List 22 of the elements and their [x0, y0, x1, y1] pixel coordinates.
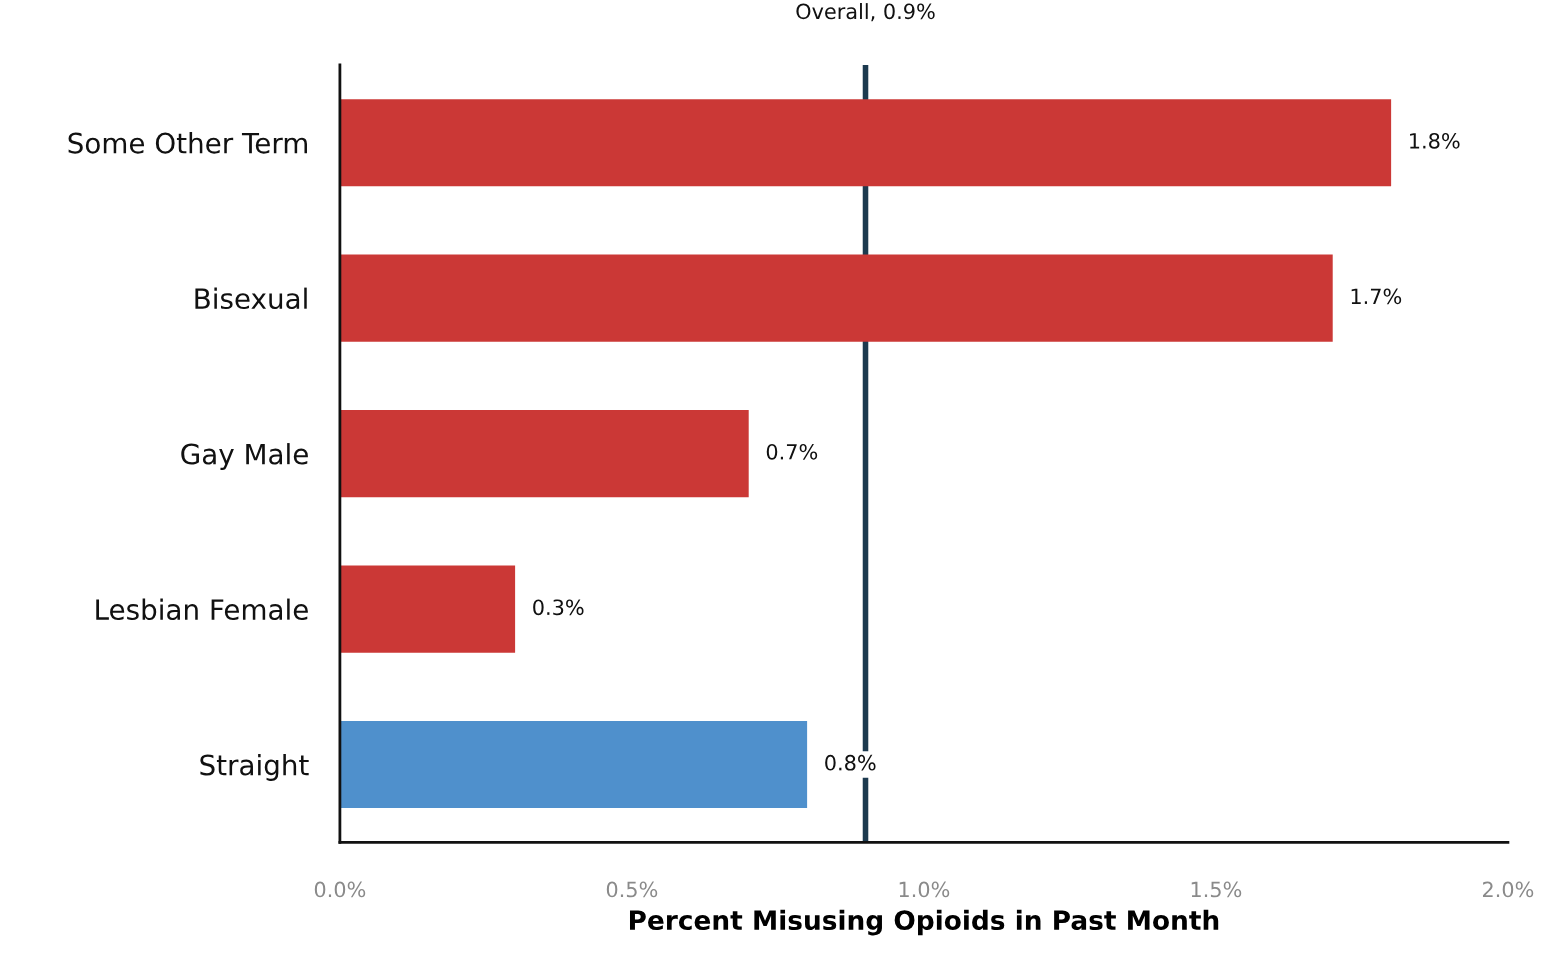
x-tick-label: 1.5% — [1191, 881, 1242, 898]
data-label: 1.8% — [1410, 132, 1460, 149]
y-tick-label: Straight — [200, 754, 309, 781]
bar — [339, 410, 749, 498]
bar — [339, 721, 808, 809]
y-tick-label: Lesbian Female — [96, 598, 308, 621]
bar — [339, 99, 1392, 187]
ref-line-label: Overall, 0.9% — [796, 3, 935, 22]
y-tick-label: Bisexual — [195, 287, 307, 310]
y-tick-label: Gay Male — [181, 443, 308, 470]
data-label: 0.7% — [766, 443, 818, 460]
y-tick-label: Some Other Term — [68, 132, 307, 154]
x-axis-title: Percent Misusing Opioids in Past Month — [630, 909, 1219, 936]
bar — [339, 254, 1333, 342]
bar — [339, 565, 516, 653]
data-label: 1.7% — [1351, 288, 1402, 305]
x-tick-label: 1.0% — [899, 881, 950, 898]
x-tick-label: 0.5% — [606, 881, 658, 898]
x-tick-label: 0.0% — [314, 881, 366, 898]
data-label: 0.3% — [533, 599, 584, 616]
data-label: 0.8% — [825, 754, 876, 771]
x-tick-label: 2.0% — [1482, 881, 1534, 898]
